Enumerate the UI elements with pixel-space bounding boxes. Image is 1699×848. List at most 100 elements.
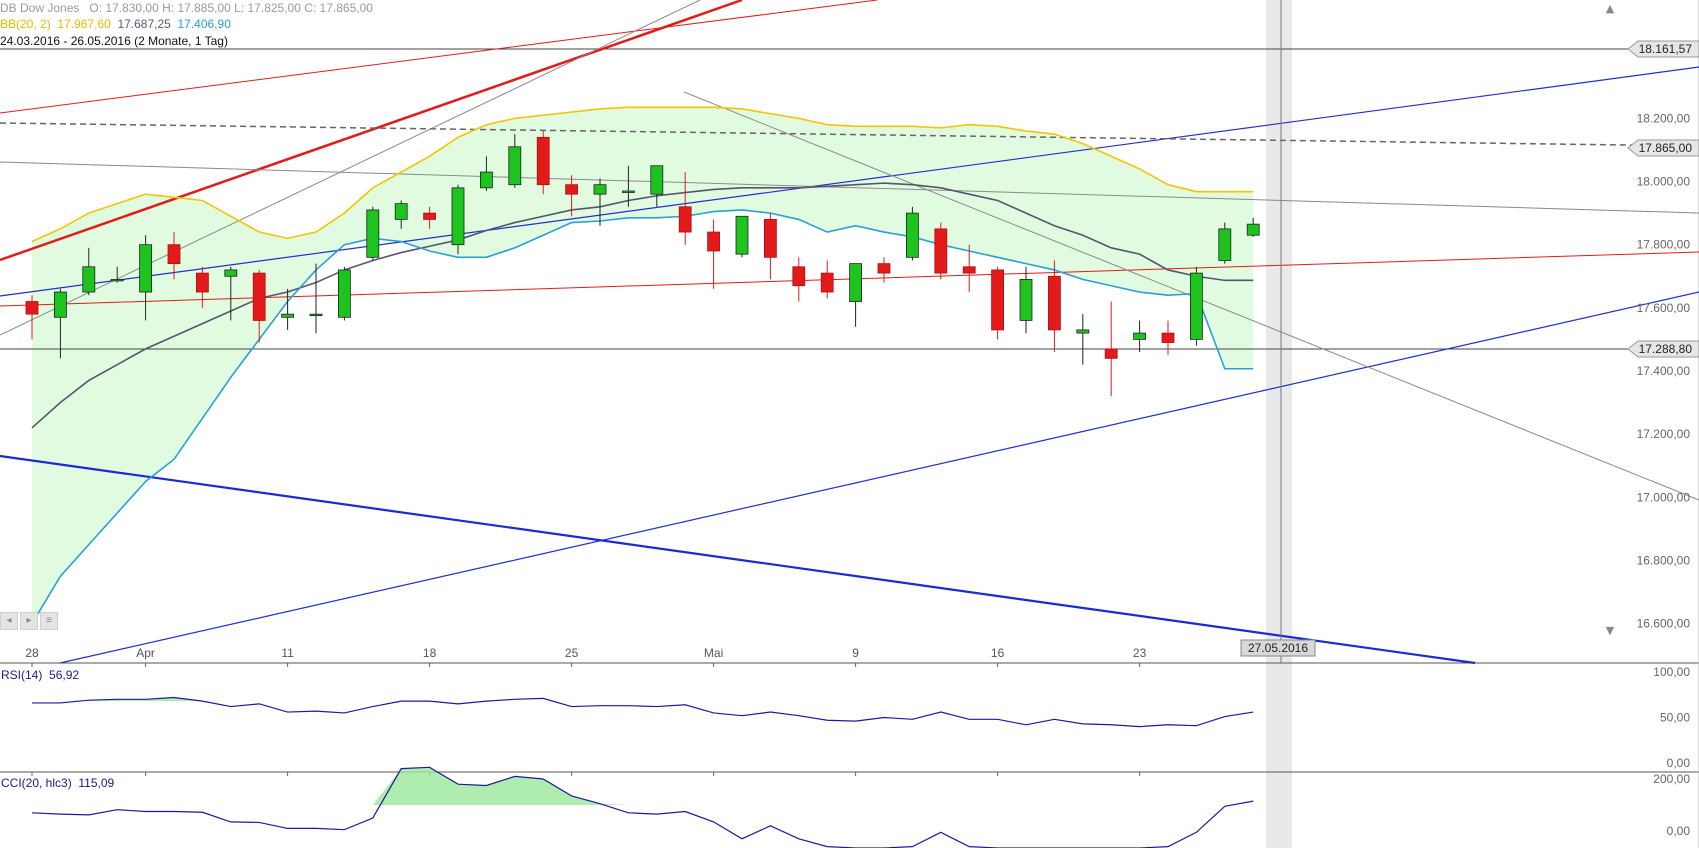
- rsi-legend: RSI(14) 56,92: [1, 668, 79, 683]
- candle-body: [25, 301, 39, 315]
- price-tick-label: 16.800,00: [1637, 553, 1691, 567]
- candle-body: [423, 212, 437, 220]
- x-tick-label: 28: [25, 646, 39, 660]
- candle-body: [110, 279, 124, 282]
- last-price-tag: 17.865,00: [1639, 141, 1693, 155]
- trend-line-red-thin: [0, 0, 878, 114]
- candle-body: [849, 263, 862, 302]
- candle-body: [991, 269, 1004, 331]
- x-tick-label: 16: [991, 646, 1005, 660]
- price-tick-label: 17.200,00: [1637, 427, 1691, 441]
- price-tick-label: 18.000,00: [1637, 175, 1691, 189]
- bb-upper-line: [31, 106, 1254, 243]
- bb-band-fill: [32, 107, 1254, 624]
- bb-mid-line: [31, 182, 1254, 429]
- zoom-out-icon[interactable]: ◂: [0, 612, 18, 630]
- level-tag-top-bg: [1627, 40, 1699, 58]
- x-tick-label: 11: [281, 646, 294, 660]
- cursor-date-bg: [1240, 639, 1316, 657]
- candle-body: [877, 263, 891, 274]
- candle-body: [622, 190, 635, 193]
- cci-legend: CCI(20, hlc3) 115,09: [1, 776, 114, 791]
- candle-body: [195, 272, 209, 293]
- candle-body: [1133, 332, 1146, 340]
- x-tick-label: 9: [852, 646, 859, 660]
- cci-label: CCI(20, hlc3): [1, 776, 72, 790]
- cursor-date-label: 27.05.2016: [1248, 641, 1308, 655]
- candle-body: [139, 244, 153, 293]
- bb-lower-line: [31, 209, 1254, 624]
- trend-line-red-bold: [0, 0, 743, 262]
- candle-body: [906, 212, 919, 258]
- candle-body: [1076, 329, 1090, 334]
- trend-line-blue-upper: [0, 66, 1699, 297]
- trend-line-blue-lower: [59, 291, 1699, 664]
- x-tick-label: 23: [1133, 646, 1147, 660]
- price-tick-label: 16.600,00: [1637, 617, 1691, 631]
- cci-overbought-fill: [344, 767, 629, 805]
- candle-body: [1246, 223, 1260, 236]
- rsi-line: [32, 696, 1254, 728]
- rsi-label: RSI(14): [1, 668, 43, 682]
- bb-label: BB(20, 2): [0, 17, 51, 31]
- scroll-up-icon: ▲: [1606, 2, 1615, 15]
- candle-body: [167, 244, 181, 265]
- candle-body: [224, 269, 238, 277]
- candle-body: [451, 187, 465, 246]
- candle-body: [337, 269, 351, 318]
- candle-body: [309, 313, 323, 317]
- cci-value: 115,09: [78, 776, 115, 790]
- date-range: 24.03.2016 - 26.05.2016 (2 Monate, 1 Tag…: [0, 34, 228, 48]
- candle-body: [1019, 279, 1033, 321]
- bb-lower-value: 17.406,90: [177, 17, 231, 31]
- price-tick-label: 17.000,00: [1637, 490, 1691, 504]
- menu-icon[interactable]: ≡: [40, 612, 58, 630]
- level-tag-top: 18.161,57: [1639, 42, 1693, 56]
- candle-body: [366, 209, 380, 258]
- candle-body: [707, 231, 720, 252]
- candle-body: [252, 272, 266, 321]
- zoom-in-icon[interactable]: ▸: [20, 612, 38, 630]
- candle-body: [82, 266, 96, 293]
- candle-body: [394, 203, 408, 220]
- last-price-tag-bg: [1627, 139, 1699, 157]
- cursor-band: [1266, 0, 1292, 848]
- cci-line: [31, 766, 1254, 848]
- cci-tick-label: 0,00: [1667, 824, 1691, 838]
- candle-body: [1048, 275, 1061, 331]
- candle-body: [593, 184, 607, 195]
- level-tag-bottom-bg: [1627, 340, 1699, 358]
- trend-line-blue-bold: [0, 454, 1476, 665]
- trend-line-gray-flat: [0, 161, 1699, 214]
- candle-body: [962, 266, 976, 274]
- rsi-tick-label: 100,00: [1653, 665, 1690, 679]
- candle-body: [678, 206, 692, 233]
- candle-body: [479, 171, 493, 189]
- bb-mid-value: 17.687,25: [117, 17, 171, 31]
- candle-body: [650, 165, 664, 195]
- scroll-down-icon: ▼: [1606, 624, 1615, 637]
- candle-body: [565, 184, 578, 195]
- candle-body: [281, 313, 295, 318]
- candle-body: [735, 215, 749, 255]
- price-tick-label: 18.200,00: [1637, 111, 1691, 125]
- candle-body: [764, 219, 777, 258]
- candle-body: [1161, 332, 1175, 343]
- rsi-value: 56,92: [49, 668, 80, 682]
- instrument-name: DB Dow Jones: [0, 1, 80, 15]
- bb-upper-value: 17.967,60: [57, 17, 111, 31]
- price-tick-label: 17.400,00: [1637, 364, 1691, 378]
- level-tag-bottom: 17.288,80: [1639, 342, 1693, 356]
- candle-body: [792, 266, 806, 287]
- x-tick-label: 18: [423, 646, 437, 660]
- candle-body: [536, 136, 550, 186]
- cci-tick-label: 200,00: [1653, 772, 1690, 786]
- rsi-tick-label: 0,00: [1667, 756, 1691, 770]
- rsi-tick-label: 50,00: [1660, 711, 1690, 725]
- x-tick-label: Apr: [136, 646, 155, 660]
- price-tick-label: 17.600,00: [1637, 301, 1691, 315]
- candle-body: [508, 146, 522, 186]
- candle-body: [1104, 348, 1118, 359]
- candle-body: [820, 272, 834, 293]
